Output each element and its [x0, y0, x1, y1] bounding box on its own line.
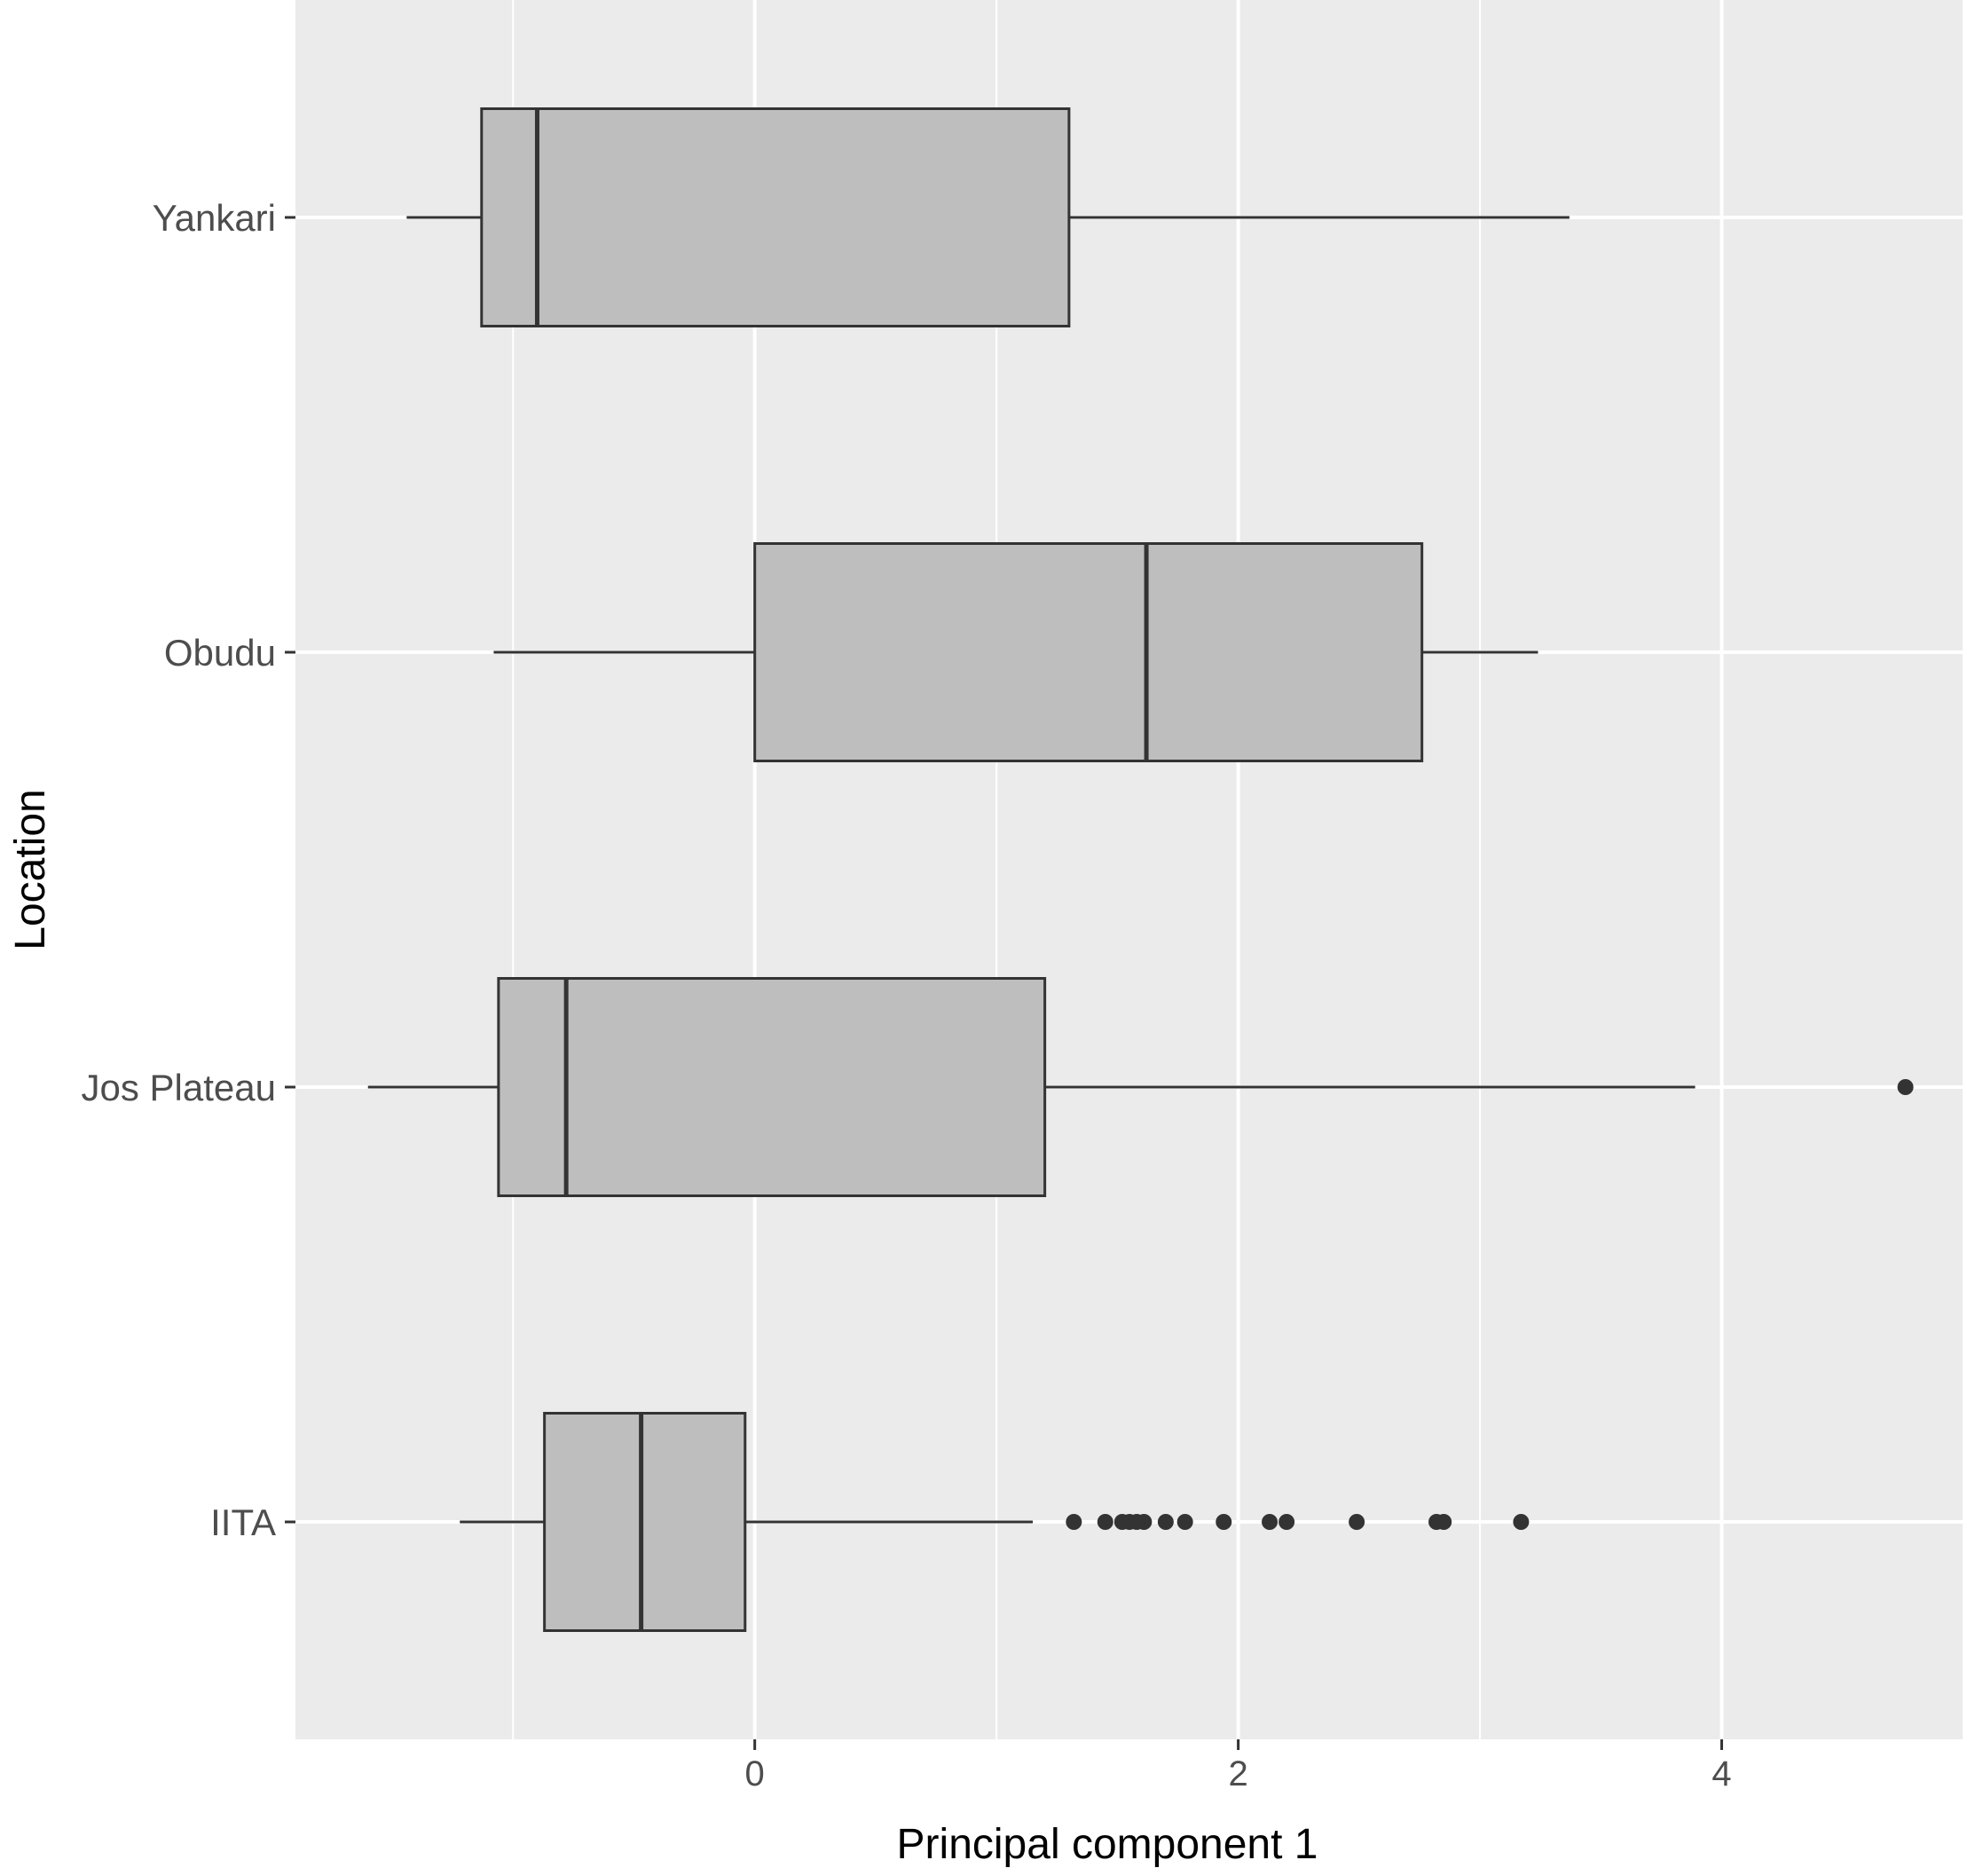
x-tick-label: 0 — [745, 1754, 765, 1793]
box-iqr — [543, 1412, 747, 1632]
y-tick-label: Yankari — [153, 197, 276, 239]
outlier-point — [1066, 1514, 1082, 1530]
outlier-point — [1136, 1514, 1153, 1530]
box-iita — [460, 1412, 1530, 1632]
outlier-point — [1897, 1079, 1914, 1095]
box-iqr — [480, 107, 1071, 327]
y-axis-title: Location — [7, 789, 54, 950]
outlier-point — [1216, 1514, 1232, 1530]
y-tick-label: Jos Plateau — [82, 1067, 276, 1108]
box-yankari — [406, 107, 1570, 327]
box-iqr — [497, 977, 1047, 1197]
outlier-point — [1279, 1514, 1295, 1530]
box-jos-plateau — [367, 977, 1914, 1197]
outlier-point — [1176, 1514, 1193, 1530]
outlier-point — [1262, 1514, 1279, 1530]
x-tick-label: 2 — [1228, 1754, 1247, 1793]
y-axis: Yankari Obudu Jos Plateau IITA — [82, 197, 295, 1543]
boxes — [367, 107, 1914, 1632]
x-axis: 0 2 4 — [745, 1739, 1732, 1793]
x-axis-title: Principal component 1 — [897, 1821, 1318, 1868]
outlier-point — [1157, 1514, 1174, 1530]
outlier-point — [1349, 1514, 1365, 1530]
outlier-point — [1097, 1514, 1113, 1530]
y-tick-label: Obudu — [164, 632, 276, 674]
outlier-point — [1436, 1514, 1452, 1530]
outlier-point — [1513, 1514, 1530, 1530]
box-iqr — [753, 542, 1424, 762]
y-tick-label: IITA — [210, 1502, 276, 1543]
box-obudu — [493, 542, 1538, 762]
x-tick-label: 4 — [1711, 1754, 1731, 1793]
